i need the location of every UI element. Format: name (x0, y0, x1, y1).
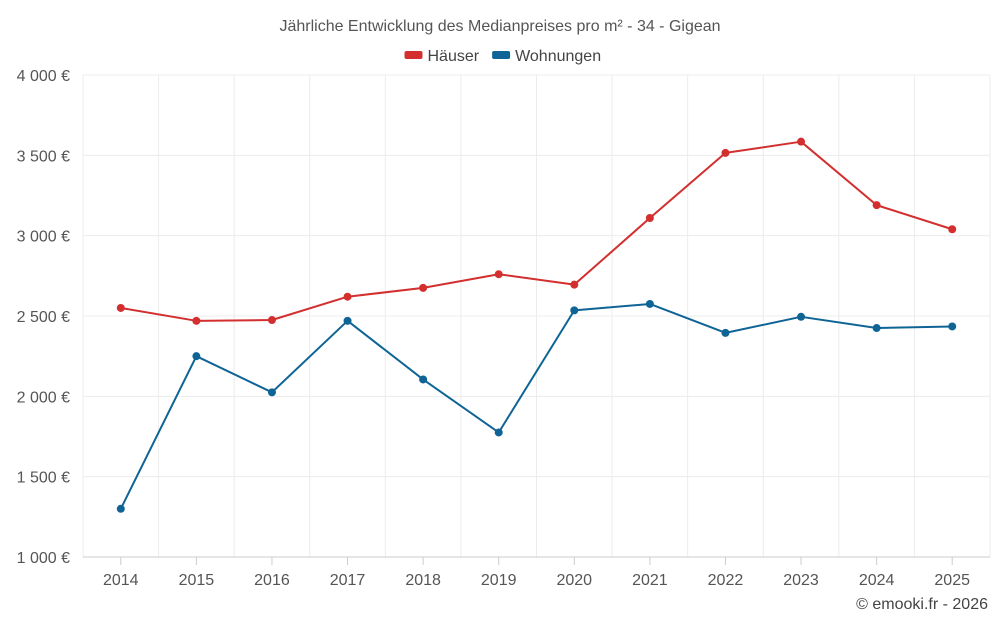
data-point-h-user[interactable] (343, 292, 352, 301)
x-tick-label: 2018 (405, 572, 441, 589)
data-point-h-user[interactable] (872, 201, 881, 210)
x-tick-label: 2014 (103, 572, 139, 589)
credit-text: © emooki.fr - 2026 (856, 596, 988, 613)
y-tick-label: 3 500 € (17, 148, 70, 165)
x-tick-label: 2019 (481, 572, 517, 589)
data-point-h-user[interactable] (721, 148, 730, 157)
data-point-wohnungen[interactable] (267, 388, 276, 397)
series-layer (116, 137, 957, 513)
y-tick-label: 3 000 € (17, 229, 70, 246)
x-tick-label: 2024 (859, 572, 895, 589)
x-tick-label: 2017 (330, 572, 366, 589)
series-line-wohnungen (119, 302, 953, 510)
series-line-h-user (120, 140, 953, 322)
y-axis: 1 000 € 1 500 € 2 000 € 2 500 € 3 000 € 3 500… (17, 68, 70, 567)
data-point-wohnungen[interactable] (948, 322, 957, 331)
data-point-wohnungen[interactable] (192, 352, 201, 361)
y-tick-label: 1 500 € (17, 470, 70, 487)
x-tick-label: 2015 (179, 572, 215, 589)
y-tick-label: 1 000 € (17, 550, 70, 567)
data-point-h-user[interactable] (797, 137, 806, 146)
data-point-wohnungen[interactable] (645, 299, 654, 308)
data-point-wohnungen[interactable] (494, 428, 503, 437)
x-tick-label: 2021 (632, 572, 668, 589)
data-point-wohnungen[interactable] (570, 306, 579, 315)
data-point-h-user[interactable] (570, 280, 579, 289)
data-point-h-user[interactable] (494, 270, 503, 279)
chart-title: Jährliche Entwicklung des Medianpreises … (279, 18, 720, 35)
y-tick-label: 2 000 € (17, 389, 70, 406)
data-point-wohnungen[interactable] (343, 316, 352, 325)
legend-swatch (492, 51, 511, 59)
data-point-wohnungen[interactable] (872, 324, 881, 333)
gridlines (82, 74, 991, 557)
x-tick-label: 2025 (934, 572, 970, 589)
x-tick-label: 2016 (254, 572, 290, 589)
x-tick-label: 2023 (783, 572, 819, 589)
legend-label[interactable]: Häuser (428, 48, 480, 65)
legend-swatch (404, 51, 423, 59)
data-point-h-user[interactable] (116, 303, 125, 312)
data-point-h-user[interactable] (645, 213, 654, 222)
x-tick-label: 2020 (556, 572, 592, 589)
data-point-wohnungen[interactable] (419, 375, 428, 384)
data-point-wohnungen[interactable] (721, 328, 730, 337)
x-tick-label: 2022 (708, 572, 744, 589)
data-point-h-user[interactable] (267, 316, 276, 325)
data-point-wohnungen[interactable] (797, 312, 806, 321)
y-tick-label: 4 000 € (17, 68, 70, 85)
data-point-h-user[interactable] (192, 316, 201, 325)
legend-label[interactable]: Wohnungen (515, 48, 601, 65)
y-tick-label: 2 500 € (17, 309, 70, 326)
data-point-h-user[interactable] (948, 225, 957, 234)
data-point-wohnungen[interactable] (116, 504, 125, 513)
legend: Häuser Wohnungen (404, 48, 601, 65)
data-point-h-user[interactable] (419, 283, 428, 292)
x-axis: 2014 2015 2016 2017 2018 2019 2020 2021 2022 2023… (83, 556, 990, 589)
